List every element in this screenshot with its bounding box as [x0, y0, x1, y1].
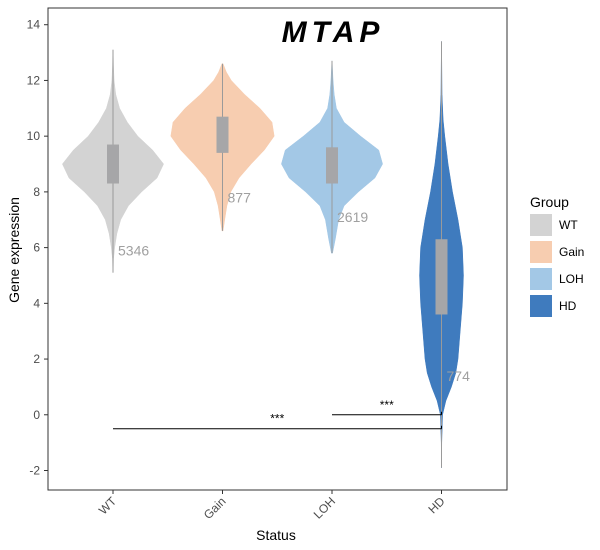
plot-panel	[47, 7, 508, 491]
y-axis: -2 0 2 4 6 8 10 12 14	[27, 18, 48, 477]
violin-layer: 5346 877 2619 774	[62, 41, 471, 468]
significance-label: ***	[380, 398, 394, 412]
count-label-loh: 2619	[337, 209, 368, 225]
box-loh	[326, 147, 338, 184]
count-label-hd: 774	[447, 368, 471, 384]
legend-label-loh: LOH	[559, 272, 584, 286]
legend-key-hd	[530, 295, 552, 317]
y-tick-label: 2	[33, 352, 40, 366]
box-gain	[216, 116, 229, 153]
y-tick-label: 8	[33, 185, 40, 199]
y-tick-label: 10	[27, 129, 41, 143]
legend-label-wt: WT	[559, 218, 578, 232]
significance-label: ***	[270, 412, 284, 426]
x-tick-label: Gain	[201, 494, 229, 522]
legend-key-gain	[530, 241, 552, 263]
y-tick-label: 12	[27, 73, 41, 87]
y-tick-label: 6	[33, 241, 40, 255]
chart-title: MTAP	[282, 16, 385, 49]
y-tick-label: -2	[29, 463, 40, 477]
x-tick-label: HD	[425, 494, 447, 516]
count-label-gain: 877	[228, 189, 252, 205]
x-axis-title: Status	[256, 527, 296, 543]
legend-key-wt	[530, 214, 552, 236]
box-wt	[107, 144, 119, 184]
y-tick-label: 0	[33, 408, 40, 422]
y-tick-label: 4	[33, 296, 40, 310]
y-tick-label: 14	[27, 18, 41, 32]
y-axis-title: Gene expression	[6, 197, 22, 303]
legend-title: Group	[530, 194, 569, 210]
x-tick-label: WT	[96, 494, 120, 518]
legend-label-gain: Gain	[559, 245, 584, 259]
legend-label-hd: HD	[559, 299, 577, 313]
count-label-wt: 5346	[118, 242, 149, 258]
legend-key-loh	[530, 268, 552, 290]
significance-layer: *** ***	[113, 398, 442, 430]
box-hd	[435, 239, 448, 315]
legend: Group WT Gain LOH HD	[530, 194, 584, 317]
x-axis: WT Gain LOH HD	[96, 490, 448, 522]
x-tick-label: LOH	[311, 494, 338, 521]
